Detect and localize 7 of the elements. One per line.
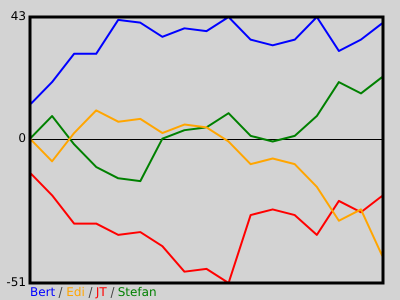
text: Edi bbox=[66, 285, 85, 299]
text: JT bbox=[96, 285, 107, 299]
y-tick-label: 43 bbox=[10, 9, 26, 24]
y-tick-label: 0 bbox=[18, 130, 26, 145]
text: Bert bbox=[30, 285, 56, 299]
y-tick-label: -51 bbox=[6, 275, 26, 290]
text: Stefan bbox=[118, 285, 157, 299]
